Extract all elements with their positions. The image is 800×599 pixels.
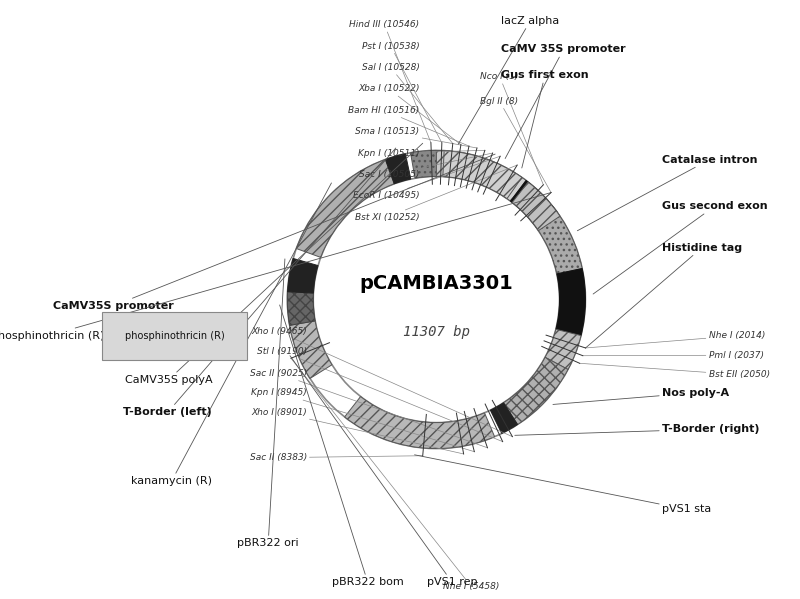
Text: Nos poly-A: Nos poly-A [553, 388, 729, 404]
Wedge shape [482, 161, 526, 201]
Wedge shape [512, 182, 560, 231]
Wedge shape [510, 180, 557, 227]
Text: Pst I (10538): Pst I (10538) [362, 41, 442, 143]
Wedge shape [287, 258, 318, 293]
Text: Nhe I (5458): Nhe I (5458) [291, 358, 499, 591]
Wedge shape [386, 154, 410, 184]
Wedge shape [431, 150, 492, 185]
Wedge shape [490, 403, 518, 434]
Text: kanamycin (R): kanamycin (R) [131, 183, 331, 486]
Wedge shape [287, 292, 315, 325]
Text: Xho I (8901): Xho I (8901) [251, 408, 464, 454]
Text: 11307 bp: 11307 bp [403, 325, 470, 339]
Text: Kpn I (10511): Kpn I (10511) [358, 149, 485, 158]
Text: EcoR I (10495): EcoR I (10495) [353, 156, 500, 200]
Text: T-Border (right): T-Border (right) [515, 424, 759, 435]
Text: Nco I (1): Nco I (1) [481, 72, 543, 185]
FancyBboxPatch shape [102, 313, 247, 361]
Text: CaMV 35S promoter: CaMV 35S promoter [501, 44, 626, 159]
Text: Bgl II (8): Bgl II (8) [481, 96, 551, 192]
Text: Hind III (10546): Hind III (10546) [350, 20, 431, 143]
Text: Kpn I (8945): Kpn I (8945) [251, 388, 474, 452]
Text: Histidine tag: Histidine tag [586, 243, 742, 348]
Wedge shape [410, 150, 436, 179]
Wedge shape [296, 159, 394, 258]
Wedge shape [545, 329, 581, 370]
Text: pBR322 bom: pBR322 bom [280, 305, 403, 587]
Text: Sac II (8383): Sac II (8383) [250, 453, 422, 462]
Text: Bam HI (10516): Bam HI (10516) [348, 106, 469, 146]
Text: pCAMBIA3301: pCAMBIA3301 [359, 274, 514, 294]
Text: CaMV35S promoter: CaMV35S promoter [53, 154, 495, 311]
Text: pVS1 rep: pVS1 rep [290, 356, 477, 587]
Wedge shape [443, 151, 522, 199]
Wedge shape [503, 358, 568, 425]
Text: lacZ alpha: lacZ alpha [458, 16, 559, 144]
Text: Xba I (10522): Xba I (10522) [358, 84, 461, 144]
Wedge shape [290, 321, 332, 379]
Text: pVS1 sta: pVS1 sta [414, 455, 711, 515]
Text: Pml I (2037): Pml I (2037) [583, 351, 763, 360]
Wedge shape [345, 397, 494, 449]
Text: Bst EII (2050): Bst EII (2050) [580, 363, 770, 379]
Text: Bst XI (10252): Bst XI (10252) [355, 165, 517, 222]
Wedge shape [556, 268, 586, 335]
Text: Sma I (10513): Sma I (10513) [355, 127, 477, 148]
Text: phosphinothricin (R): phosphinothricin (R) [0, 192, 551, 341]
Text: T-Border (left): T-Border (left) [123, 148, 396, 418]
Text: Xho I (9465): Xho I (9465) [251, 328, 513, 437]
Text: Sac II (9025): Sac II (9025) [250, 369, 487, 448]
Text: Gus second exon: Gus second exon [593, 201, 767, 294]
Text: Stl I (9190): Stl I (9190) [257, 347, 502, 441]
Text: Sac I (10505): Sac I (10505) [359, 153, 493, 179]
Text: Nhe I (2014): Nhe I (2014) [586, 331, 765, 348]
Text: pBR322 ori: pBR322 ori [238, 259, 299, 548]
Text: CaMV35S polyA: CaMV35S polyA [125, 143, 422, 385]
Text: Catalase intron: Catalase intron [578, 155, 758, 231]
Text: Sal I (10528): Sal I (10528) [362, 63, 453, 144]
Text: Gus first exon: Gus first exon [501, 70, 589, 168]
Text: phosphinothricin (R): phosphinothricin (R) [125, 331, 225, 341]
Wedge shape [536, 212, 582, 274]
